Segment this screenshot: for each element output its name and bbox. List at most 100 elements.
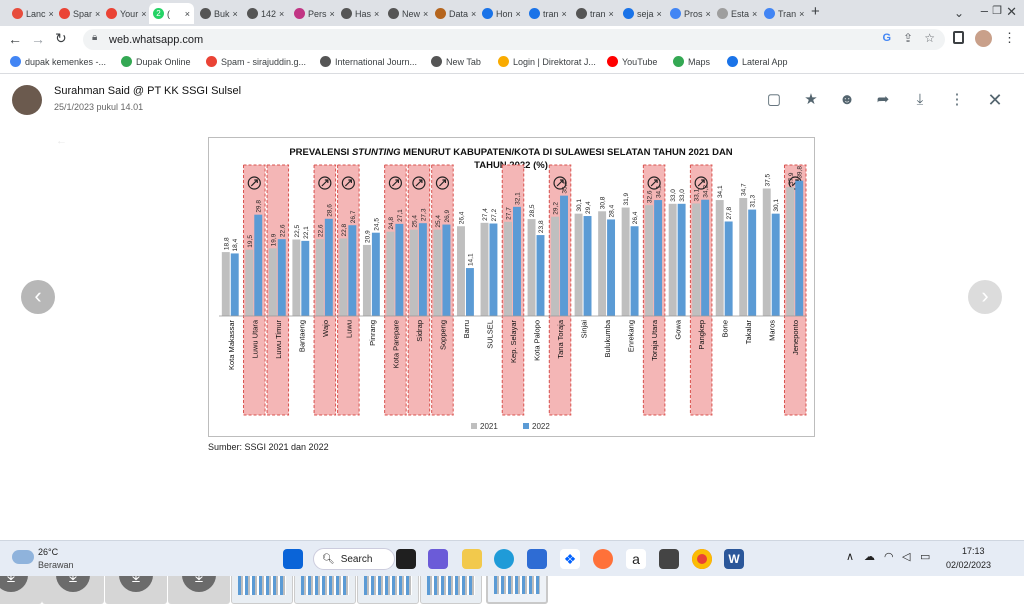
volume-icon[interactable]: ◁ bbox=[902, 551, 911, 563]
windows-start-icon[interactable] bbox=[283, 549, 303, 569]
browser-tab[interactable]: New × bbox=[384, 3, 429, 24]
more-options-icon[interactable]: ⋮ bbox=[949, 91, 965, 108]
bookmark-item[interactable]: Lateral App bbox=[727, 56, 788, 67]
reply-icon[interactable]: ▢ bbox=[766, 91, 782, 108]
amazon-icon[interactable]: a bbox=[626, 549, 646, 569]
bar-2021 bbox=[386, 231, 395, 316]
browser-tab[interactable]: 142 × bbox=[243, 3, 288, 24]
word-icon[interactable]: W bbox=[724, 549, 744, 569]
tab-search-icon[interactable]: ⌄ bbox=[953, 6, 964, 20]
minimize-icon[interactable]: – bbox=[980, 3, 988, 18]
firefox-icon[interactable] bbox=[593, 549, 613, 569]
tab-close-icon[interactable]: × bbox=[279, 8, 285, 19]
category-label: SULSEL bbox=[485, 320, 494, 349]
tab-close-icon[interactable]: × bbox=[752, 8, 758, 19]
tab-close-icon[interactable]: × bbox=[705, 8, 711, 19]
browser-tab[interactable]: Hon × bbox=[478, 3, 523, 24]
weather-description[interactable]: Berawan bbox=[38, 560, 74, 570]
calculator-icon[interactable] bbox=[659, 549, 679, 569]
tab-close-icon[interactable]: × bbox=[95, 8, 100, 19]
bookmark-item[interactable]: YouTube bbox=[607, 56, 657, 67]
bookmark-item[interactable]: Login | Direktorat J... bbox=[498, 56, 596, 67]
google-lens-icon[interactable]: G bbox=[882, 32, 891, 44]
bookmark-star-icon[interactable]: ☆ bbox=[924, 31, 935, 45]
browser-tab[interactable]: Esta × bbox=[713, 3, 758, 24]
bookmark-item[interactable]: Spam - sirajuddin.g... bbox=[206, 56, 306, 67]
edge-icon[interactable] bbox=[494, 549, 514, 569]
tab-close-icon[interactable]: × bbox=[423, 8, 429, 19]
address-bar[interactable]: 🔒︎ web.whatsapp.com G ⇪ ☆ bbox=[83, 29, 945, 50]
tab-close-icon[interactable]: × bbox=[48, 8, 53, 19]
browser-tab[interactable]: Your × bbox=[102, 3, 147, 24]
tab-close-icon[interactable]: × bbox=[608, 8, 614, 19]
tab-close-icon[interactable]: × bbox=[184, 8, 190, 19]
browser-tab[interactable]: Lanc × bbox=[8, 3, 53, 24]
browser-tab[interactable]: Tran × bbox=[760, 3, 805, 24]
tray-overflow-icon[interactable]: ∧ bbox=[846, 551, 855, 563]
side-panel-icon[interactable] bbox=[953, 31, 964, 44]
tab-close-icon[interactable]: × bbox=[561, 8, 567, 19]
bookmark-item[interactable]: Maps bbox=[673, 56, 710, 67]
onedrive-icon[interactable]: ☁ bbox=[864, 551, 875, 563]
category-label: Wajo bbox=[321, 320, 330, 337]
new-tab-button[interactable]: + bbox=[811, 3, 820, 20]
taskbar-search-box[interactable]: 🔍︎ Search bbox=[313, 548, 395, 570]
data-label: 22,5 bbox=[294, 224, 301, 237]
bookmark-item[interactable]: Dupak Online bbox=[121, 56, 191, 67]
browser-tab[interactable]: 2(× bbox=[149, 3, 194, 24]
next-media-button[interactable]: › bbox=[968, 280, 1002, 314]
teams-chat-icon[interactable] bbox=[428, 549, 448, 569]
close-window-icon[interactable]: ✕ bbox=[1006, 4, 1017, 19]
tab-close-icon[interactable]: × bbox=[656, 8, 662, 19]
browser-tab[interactable]: Spar × bbox=[55, 3, 100, 24]
file-explorer-icon[interactable] bbox=[462, 549, 482, 569]
browser-tab[interactable]: Data × bbox=[431, 3, 476, 24]
restore-icon[interactable]: ❐ bbox=[992, 5, 1002, 17]
weather-temperature[interactable]: 26°C bbox=[38, 547, 59, 557]
tab-close-icon[interactable]: × bbox=[471, 8, 476, 19]
browser-tab[interactable]: Buk × bbox=[196, 3, 241, 24]
close-viewer-icon[interactable]: ✕ bbox=[987, 90, 1003, 110]
tab-close-icon[interactable]: × bbox=[799, 8, 805, 19]
browser-tab[interactable]: tran × bbox=[572, 3, 617, 24]
reload-icon[interactable]: ↻ bbox=[55, 30, 67, 46]
previous-media-button[interactable]: ‹ bbox=[21, 280, 55, 314]
increase-arrow-icon bbox=[250, 179, 258, 187]
profile-avatar[interactable] bbox=[975, 30, 992, 47]
bar-2022 bbox=[513, 206, 521, 316]
browser-tab[interactable]: Pers × bbox=[290, 3, 335, 24]
wifi-icon[interactable]: ◠ bbox=[884, 551, 894, 563]
data-label: 32,1 bbox=[514, 192, 521, 205]
tab-close-icon[interactable]: × bbox=[329, 8, 335, 19]
tab-close-icon[interactable]: × bbox=[232, 8, 238, 19]
clock-date[interactable]: 02/02/2023 bbox=[946, 560, 992, 570]
browser-tab[interactable]: Has × bbox=[337, 3, 382, 24]
browser-tab[interactable]: seja × bbox=[619, 3, 664, 24]
data-label: 20,9 bbox=[364, 230, 371, 243]
react-emoji-icon[interactable]: ☻ bbox=[839, 91, 855, 108]
stunting-chart-image: PREVALENSI STUNTING MENURUT KABUPATEN/KO… bbox=[208, 137, 815, 437]
back-arrow-icon[interactable]: ← bbox=[8, 31, 22, 47]
star-icon[interactable]: ★ bbox=[804, 91, 818, 108]
bookmark-item[interactable]: International Journ... bbox=[320, 56, 417, 67]
weather-cloud-icon[interactable] bbox=[12, 550, 34, 564]
forward-icon[interactable]: ➦ bbox=[876, 91, 890, 108]
forward-arrow-icon[interactable]: → bbox=[31, 31, 45, 47]
tab-close-icon[interactable]: × bbox=[515, 8, 521, 19]
dropbox-icon[interactable]: ❖ bbox=[560, 549, 580, 569]
share-icon[interactable]: ⇪ bbox=[902, 31, 913, 45]
browser-tab[interactable]: Pros × bbox=[666, 3, 711, 24]
download-icon[interactable]: ⤓ bbox=[916, 91, 924, 108]
tab-close-icon[interactable]: × bbox=[141, 8, 147, 19]
tab-label: tran bbox=[590, 8, 606, 19]
bookmark-item[interactable]: New Tab bbox=[431, 56, 481, 67]
clock-time[interactable]: 17:13 bbox=[962, 546, 985, 556]
browser-tab[interactable]: tran × bbox=[525, 3, 570, 24]
task-view-icon[interactable] bbox=[396, 549, 416, 569]
store-icon[interactable] bbox=[527, 549, 547, 569]
browser-menu-icon[interactable]: ⋮ bbox=[1003, 30, 1016, 45]
chrome-icon[interactable] bbox=[692, 549, 712, 569]
bookmark-item[interactable]: dupak kemenkes -... bbox=[10, 56, 106, 67]
tab-close-icon[interactable]: × bbox=[374, 8, 380, 19]
battery-icon[interactable]: ▭ bbox=[920, 551, 931, 563]
